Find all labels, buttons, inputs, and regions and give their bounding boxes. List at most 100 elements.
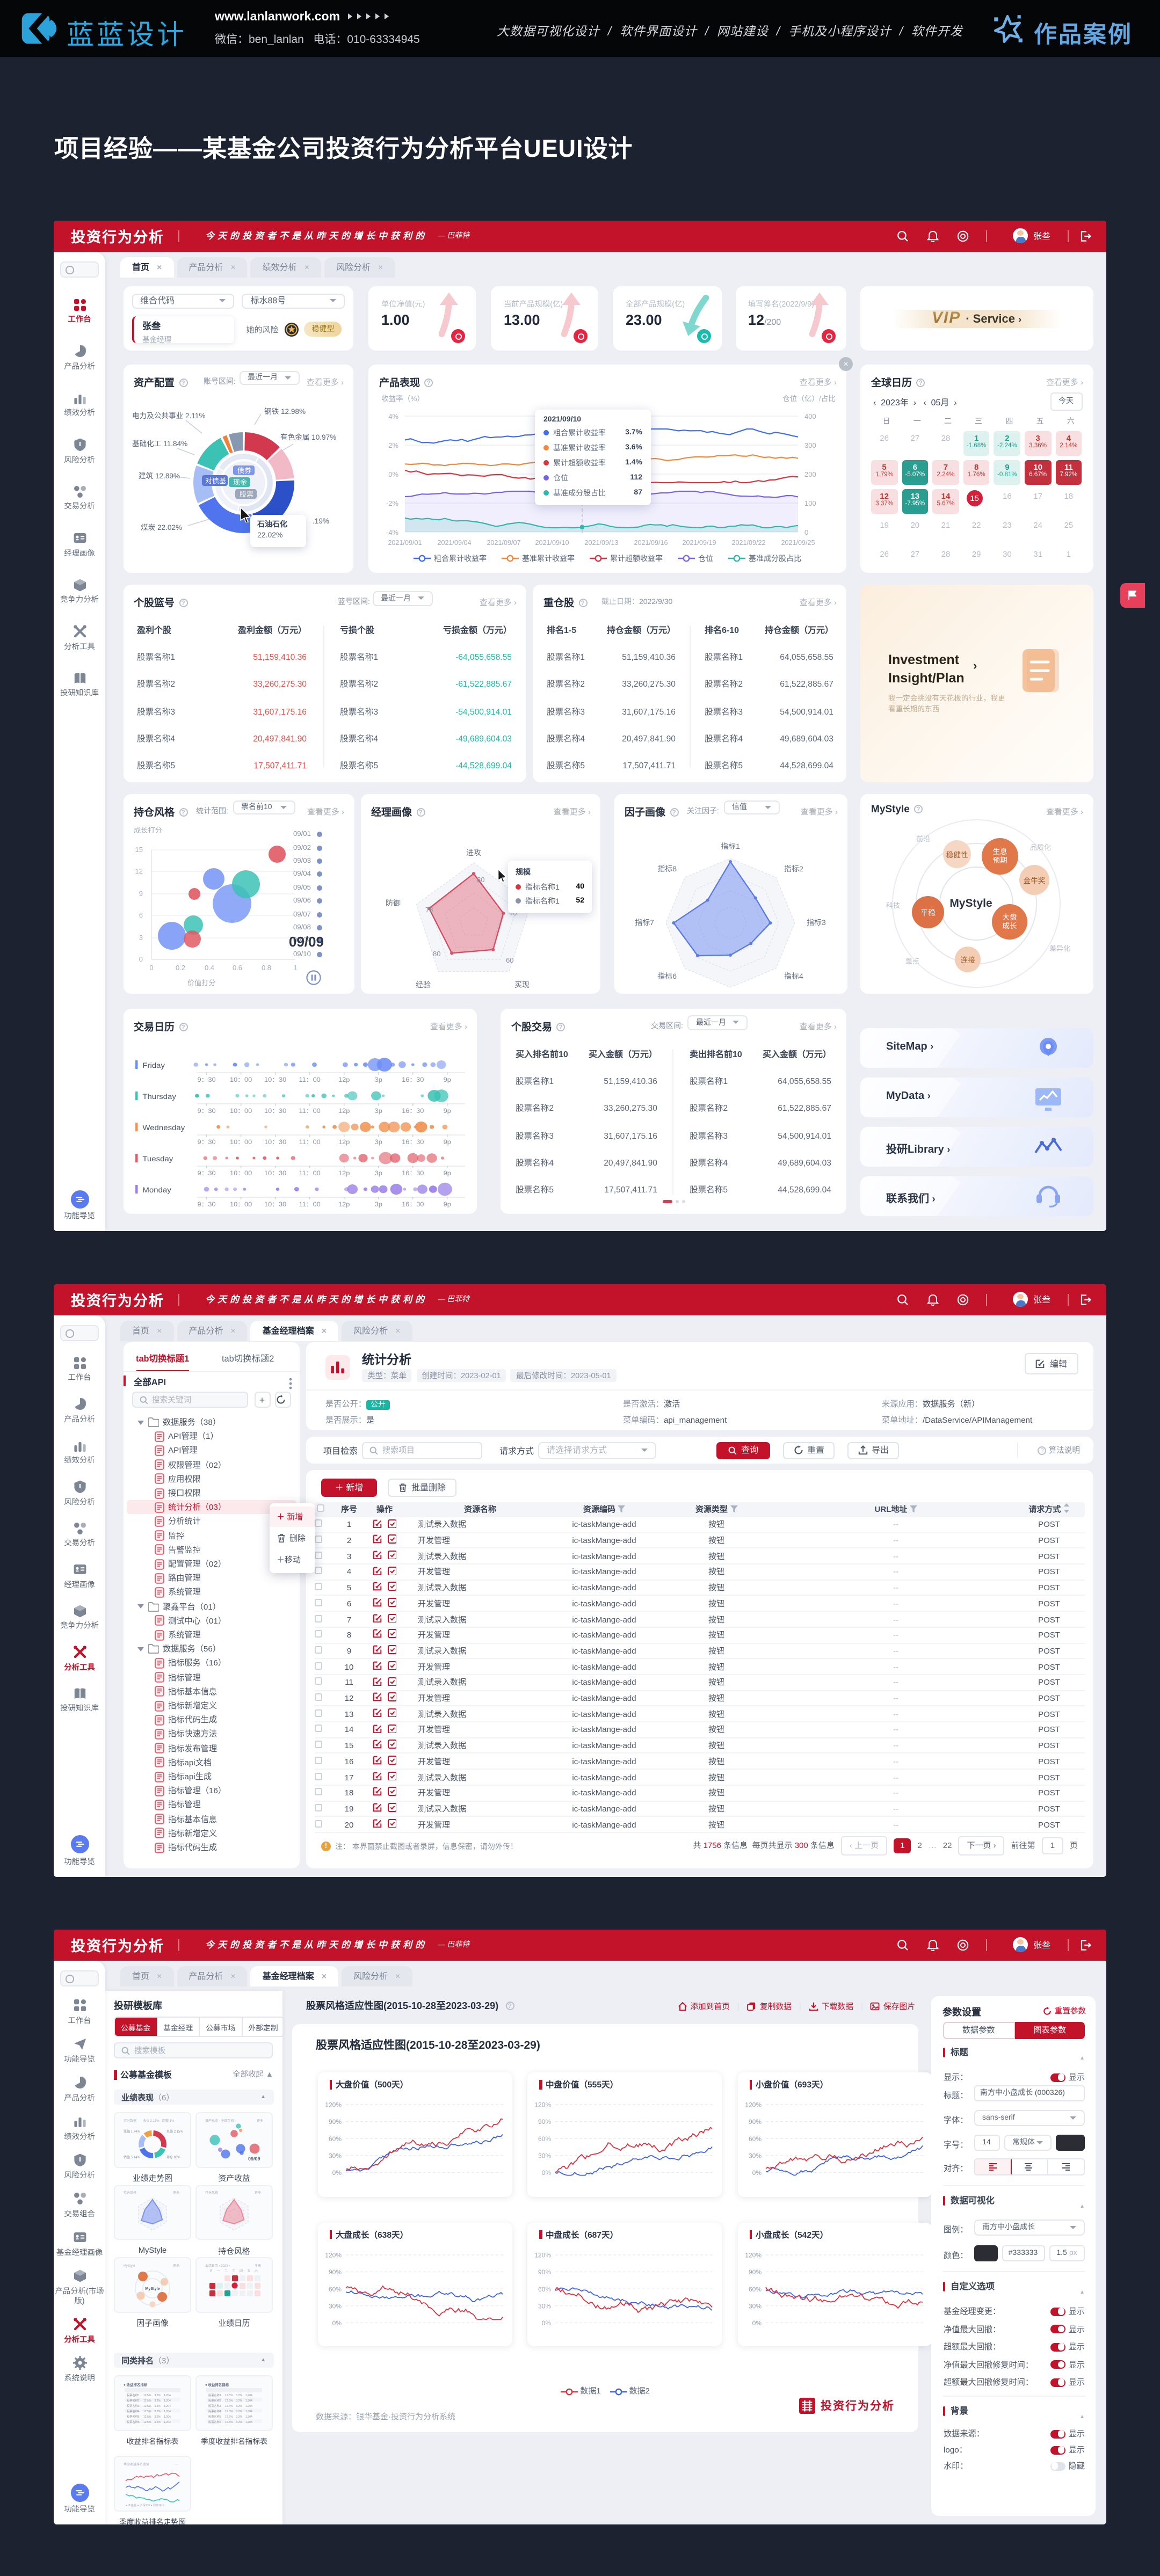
svg-text:12p: 12p <box>338 1108 350 1115</box>
svg-text:10：00: 10：00 <box>229 1201 251 1208</box>
svg-text:3p: 3p <box>374 1108 382 1115</box>
svg-text:一: 一 <box>217 2270 220 2273</box>
svg-text:60%: 60% <box>748 2135 761 2143</box>
svg-text:400: 400 <box>804 412 816 420</box>
svg-text:9p: 9p <box>443 1108 451 1115</box>
svg-text:0.8: 0.8 <box>261 963 271 971</box>
svg-text:16：30: 16：30 <box>401 1076 423 1083</box>
svg-text:防御: 防御 <box>385 898 400 907</box>
svg-text:0: 0 <box>149 963 153 971</box>
svg-text:差异化: 差异化 <box>1049 944 1070 952</box>
svg-text:30%: 30% <box>538 2152 551 2159</box>
svg-text:3: 3 <box>139 933 142 941</box>
svg-text:11：00: 11：00 <box>299 1201 321 1208</box>
svg-text:靠点: 靠点 <box>905 957 919 965</box>
svg-text:80: 80 <box>432 949 440 957</box>
svg-text:指标2: 指标2 <box>784 864 803 872</box>
svg-text:五: 五 <box>247 2269 250 2273</box>
svg-text:● 收益排名指标: ● 收益排名指标 <box>124 2382 148 2387</box>
svg-text:10：30: 10：30 <box>264 1139 286 1146</box>
svg-text:实时数据: 实时数据 <box>124 2119 136 2123</box>
svg-text:6: 6 <box>139 911 142 919</box>
svg-text:-4%: -4% <box>386 528 399 536</box>
svg-text:0: 0 <box>804 528 808 536</box>
svg-text:大盘: 大盘 <box>1002 912 1017 921</box>
svg-text:0.2: 0.2 <box>175 963 185 971</box>
svg-text:9：30: 9：30 <box>197 1201 215 1208</box>
svg-text:季度收益排名走势: 季度收益排名走势 <box>124 2462 149 2466</box>
svg-text:0: 0 <box>139 955 142 963</box>
svg-text:债券: 债券 <box>237 466 251 474</box>
svg-text:股票名称1 12.5% 3.2% 1,2: 股票名称1 12.5% 3.2% 1,204 <box>208 2393 252 2397</box>
svg-text:0%: 0% <box>542 2169 552 2177</box>
svg-text:进攻: 进攻 <box>466 848 481 856</box>
svg-text:MyStyle: MyStyle <box>145 2286 160 2291</box>
svg-text:今天: 今天 <box>255 2264 261 2268</box>
svg-text:12: 12 <box>135 867 142 875</box>
svg-text:3p: 3p <box>374 1076 382 1083</box>
svg-text:钢铁 12.98%: 钢铁 12.98% <box>264 407 305 415</box>
svg-text:业绩日历 ‹ 2023 ›: 业绩日历 ‹ 2023 › <box>205 2264 230 2268</box>
svg-text:MyStyle: MyStyle <box>949 897 992 909</box>
svg-text:持仓风格: 持仓风格 <box>205 2191 218 2195</box>
svg-text:建筑 12.89%: 建筑 12.89% <box>138 471 179 479</box>
svg-text:买现: 买现 <box>514 980 529 988</box>
svg-text:0%: 0% <box>332 2319 342 2326</box>
svg-text:指标4: 指标4 <box>784 971 803 980</box>
svg-text:电力及公共事业 2.11%: 电力及公共事业 2.11% <box>132 411 205 419</box>
svg-text:股票名称1 12.5% 3.2% 1,2: 股票名称1 12.5% 3.2% 1,204 <box>127 2393 171 2397</box>
svg-text:股票名称6 12.5% 3.2% 1,2: 股票名称6 12.5% 3.2% 1,204 <box>208 2420 252 2424</box>
svg-text:指标8: 指标8 <box>657 864 676 872</box>
svg-text:2021/09/16: 2021/09/16 <box>634 539 668 546</box>
svg-text:0.4: 0.4 <box>204 963 214 971</box>
svg-text:Monday: Monday <box>142 1187 171 1195</box>
svg-text:回撤 1%: 回撤 1% <box>162 2119 175 2123</box>
svg-text:9p: 9p <box>443 1139 451 1146</box>
svg-text:90%: 90% <box>328 2118 341 2126</box>
svg-text:有色金属 10.97%: 有色金属 10.97% <box>280 432 336 441</box>
svg-text:3p: 3p <box>374 1170 382 1177</box>
svg-text:更多: 更多 <box>257 2119 263 2123</box>
svg-text:六: 六 <box>255 2269 258 2273</box>
svg-text:9：30: 9：30 <box>197 1139 215 1146</box>
svg-text:更多: 更多 <box>173 2264 179 2268</box>
svg-text:30%: 30% <box>538 2302 551 2309</box>
svg-text:2021/09/10: 2021/09/10 <box>535 539 569 546</box>
svg-text:更多: 更多 <box>255 2191 261 2195</box>
svg-text:股票名称6 12.5% 3.2% 1,2: 股票名称6 12.5% 3.2% 1,204 <box>127 2420 171 2424</box>
svg-text:78: 78 <box>425 905 432 913</box>
svg-text:预期: 预期 <box>992 856 1007 864</box>
svg-text:经验: 经验 <box>415 980 430 988</box>
svg-text:日: 日 <box>209 2269 213 2273</box>
svg-text:资产总览 · 全部区间: 资产总览 · 全部区间 <box>205 2119 234 2123</box>
svg-text:16：30: 16：30 <box>401 1108 423 1115</box>
svg-text:Friday: Friday <box>142 1062 165 1070</box>
svg-text:0%: 0% <box>542 2319 552 2326</box>
svg-text:品质化: 品质化 <box>1030 843 1051 851</box>
svg-text:股票名称4 12.5% 3.2% 1,2: 股票名称4 12.5% 3.2% 1,204 <box>127 2409 171 2413</box>
svg-text:120%: 120% <box>534 2251 551 2259</box>
svg-text:稳健性: 稳健性 <box>946 850 968 858</box>
svg-text:11：00: 11：00 <box>299 1108 321 1115</box>
svg-text:基础化工 11.84%: 基础化工 11.84% <box>132 439 187 447</box>
svg-text:0.6: 0.6 <box>232 963 242 971</box>
svg-text:2021/09/04: 2021/09/04 <box>437 539 471 546</box>
svg-text:120%: 120% <box>534 2101 551 2109</box>
svg-text:Wednesday: Wednesday <box>142 1124 185 1132</box>
svg-text:2021/09/13: 2021/09/13 <box>584 539 618 546</box>
svg-text:10：00: 10：00 <box>229 1170 251 1177</box>
svg-text:···: ··· <box>175 2463 178 2466</box>
svg-text:12p: 12p <box>338 1170 350 1177</box>
svg-text:9：30: 9：30 <box>197 1076 215 1083</box>
svg-text:持仓风格: 持仓风格 <box>124 2191 136 2195</box>
svg-text:2021/09/25: 2021/09/25 <box>781 539 815 546</box>
svg-text:2021/09/22: 2021/09/22 <box>731 539 765 546</box>
svg-text:金牛奖: 金牛奖 <box>1024 876 1046 884</box>
svg-text:10：30: 10：30 <box>264 1170 286 1177</box>
svg-text:10：30: 10：30 <box>264 1108 286 1115</box>
svg-text:11：00: 11：00 <box>299 1139 321 1146</box>
svg-text:90%: 90% <box>538 2268 551 2275</box>
svg-text:股票名称4 12.5% 3.2% 1,2: 股票名称4 12.5% 3.2% 1,204 <box>208 2409 252 2413</box>
svg-text:股票名称5 12.5% 3.2% 1,2: 股票名称5 12.5% 3.2% 1,204 <box>208 2414 252 2419</box>
svg-text:60%: 60% <box>748 2285 761 2293</box>
